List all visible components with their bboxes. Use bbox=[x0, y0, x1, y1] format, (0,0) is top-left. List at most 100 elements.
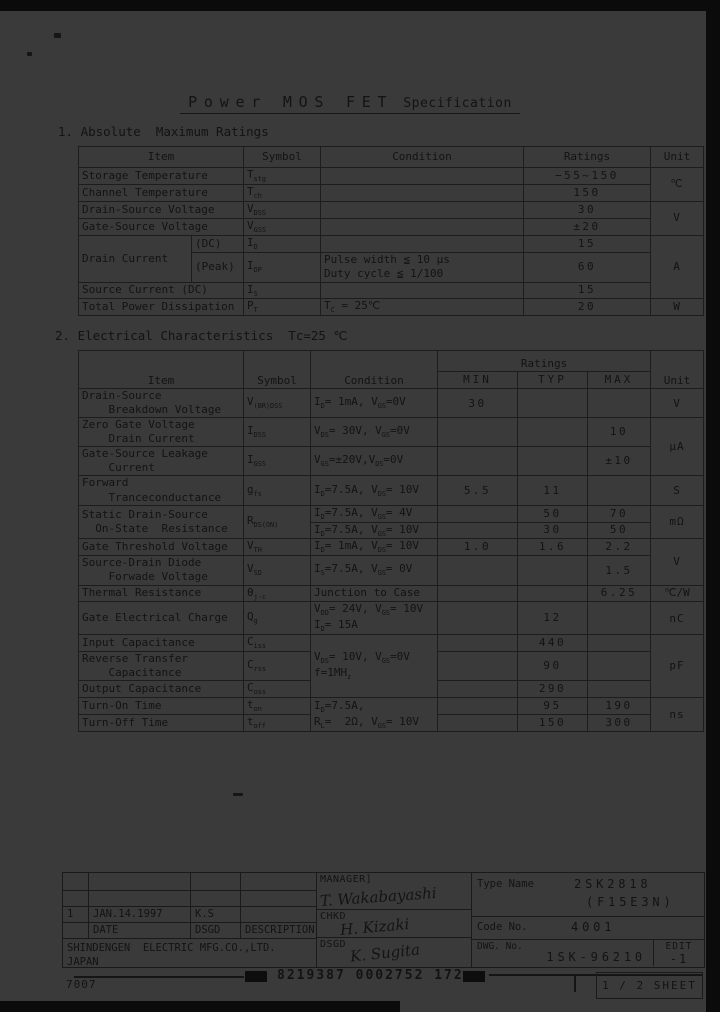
max-cell: 1.5 bbox=[586, 555, 652, 586]
col-header-condition: Condition bbox=[310, 350, 438, 389]
tick-mark bbox=[574, 975, 576, 992]
item-cell: Drain-Source Voltage bbox=[78, 200, 244, 219]
symbol-cell: IDP bbox=[243, 251, 321, 283]
item-cell: Zero Gate Voltage Drain Current bbox=[78, 417, 244, 448]
description-cell bbox=[241, 873, 316, 890]
max-cell bbox=[586, 634, 652, 653]
col-header-max: MAX bbox=[586, 371, 652, 389]
symbol-cell: Crss bbox=[243, 651, 311, 682]
typ-cell: 50 bbox=[517, 504, 588, 523]
date-col-header: DATE bbox=[89, 923, 191, 938]
rev-description bbox=[241, 907, 316, 922]
type-name-value-2: (F15E3N) bbox=[586, 895, 675, 909]
symbol-cell: V(BR)DSS bbox=[243, 387, 311, 419]
condition-cell: VDS= 10V, VGS=0V f=1MHz bbox=[310, 634, 438, 699]
col-header-min: MIN bbox=[437, 371, 518, 389]
revision-row-empty bbox=[63, 873, 316, 891]
item-cell: Drain-Source Breakdown Voltage bbox=[78, 387, 244, 419]
typ-cell: 30 bbox=[517, 521, 588, 540]
item-subcell: (Peak) bbox=[191, 251, 244, 283]
max-cell bbox=[586, 651, 652, 682]
symbol-cell: IDSS bbox=[243, 417, 311, 448]
item-cell: Channel Temperature bbox=[78, 183, 244, 202]
rev-dsgd: K.S bbox=[191, 907, 241, 922]
unit-cell: μA bbox=[650, 417, 705, 477]
col-header-condition: Condition bbox=[320, 146, 524, 168]
typ-cell bbox=[517, 584, 588, 603]
symbol-cell: VGSS bbox=[243, 217, 321, 236]
company-line2: JAPAN bbox=[67, 956, 99, 969]
col-header-ratings: Ratings bbox=[523, 146, 651, 168]
dsgd-cell bbox=[191, 873, 241, 890]
table-row: Gate Electrical Charge Qg VDD= 24V, VGS=… bbox=[78, 601, 705, 636]
title-main: Power MOS FET bbox=[188, 93, 394, 111]
scan-speck bbox=[233, 793, 243, 796]
document-title: Power MOS FET Specification bbox=[0, 92, 700, 114]
max-cell bbox=[586, 387, 652, 419]
symbol-cell: Coss bbox=[243, 680, 311, 699]
table-row: Input Capacitance Ciss VDS= 10V, VGS=0V … bbox=[78, 634, 705, 699]
col-header-unit: Unit bbox=[650, 146, 704, 168]
condition-cell: TC = 25℃ bbox=[320, 298, 524, 317]
item-cell: Input Capacitance bbox=[78, 634, 244, 653]
sheet-number: 1 / 2 SHEET bbox=[602, 979, 697, 992]
item-cell: Static Drain-Source On-State Resistance bbox=[78, 504, 244, 540]
condition-cell: ID=7.5A, VDS= 10V bbox=[310, 475, 438, 506]
document-title-underline: Power MOS FET Specification bbox=[180, 92, 520, 114]
revision-table: 1 JAN.14.1997 K.S DATE DSGD DESCRIPTION … bbox=[63, 873, 317, 969]
typ-cell: 11 bbox=[517, 475, 588, 506]
table-row: (Peak) IDP Pulse width ≦ 10 μs Duty cycl… bbox=[79, 251, 704, 283]
scan-edge-right bbox=[706, 0, 720, 1012]
rating-cell: 15 bbox=[523, 234, 651, 253]
edit-value: -1 bbox=[669, 952, 689, 966]
item-cell: Thermal Resistance bbox=[78, 584, 244, 603]
rev-col-header bbox=[63, 923, 89, 938]
table-row: Source Current (DC) IS 15 bbox=[78, 281, 704, 300]
dsgd-col-header: DSGD bbox=[191, 923, 241, 938]
max-cell: 70 bbox=[586, 504, 652, 523]
table-row: Turn-Off Time toff 150 300 bbox=[78, 714, 704, 732]
condition-cell: ID=7.5A, RL= 2Ω, VGS= 10V bbox=[310, 697, 438, 732]
table-row: Source-Drain Diode Forwade Voltage VSD I… bbox=[78, 555, 704, 586]
barcode-end-mark bbox=[463, 971, 485, 982]
rating-cell: 15 bbox=[523, 281, 651, 300]
sheet-number-box: 1 / 2 SHEET bbox=[596, 972, 703, 999]
max-cell bbox=[586, 601, 652, 636]
electrical-characteristics-table: Item Symbol Condition Ratings Unit MIN T… bbox=[78, 350, 705, 732]
rating-cell: 150 bbox=[523, 183, 651, 202]
typ-cell: 150 bbox=[517, 714, 588, 732]
typ-cell: 12 bbox=[517, 601, 588, 636]
type-name-label: Type Name bbox=[477, 878, 534, 890]
code-no-label: Code No. bbox=[477, 921, 528, 933]
dsgd-cell bbox=[191, 891, 241, 906]
typ-cell: 95 bbox=[517, 697, 588, 716]
min-cell bbox=[437, 601, 518, 636]
condition-cell: ID=7.5A, VGS= 10V bbox=[310, 521, 438, 540]
dsgd-approval-cell: DSGD K. Sugita bbox=[316, 938, 471, 966]
chkd-approval-cell: CHKD H. Kizaki bbox=[316, 910, 471, 939]
symbol-cell: Tch bbox=[243, 183, 321, 202]
barcode-number: 8219387 0002752 172 bbox=[277, 968, 464, 983]
stamp-number: 7007 bbox=[66, 978, 97, 991]
table-row: Total Power Dissipation PT TC = 25℃ 20 W bbox=[78, 298, 704, 317]
symbol-cell: Tstg bbox=[243, 167, 321, 185]
item-cell: Gate-Source Voltage bbox=[78, 217, 244, 236]
code-no-row: Code No. 4001 bbox=[471, 917, 704, 940]
symbol-cell: Qg bbox=[243, 601, 311, 636]
condition-cell: VDS= 30V, VGS=0V bbox=[310, 417, 438, 448]
symbol-cell: VTH bbox=[243, 538, 311, 557]
typ-cell bbox=[517, 446, 588, 477]
condition-cell: ID= 1mA, VDS= 10V bbox=[310, 538, 438, 557]
max-cell bbox=[586, 475, 652, 506]
max-cell: 10 bbox=[586, 417, 652, 448]
min-cell bbox=[437, 680, 518, 699]
rating-cell: ±20 bbox=[523, 217, 651, 236]
item-cell: Forward Tranceconductance bbox=[78, 475, 244, 506]
col-header-item: Item bbox=[78, 146, 244, 168]
unit-cell: A bbox=[650, 234, 704, 300]
item-cell: Storage Temperature bbox=[78, 167, 244, 185]
manager-approval-cell: MANAGER] T. Wakabayashi bbox=[316, 873, 471, 910]
manager-signature: T. Wakabayashi bbox=[319, 883, 438, 911]
typ-cell: 290 bbox=[517, 680, 588, 699]
min-cell bbox=[437, 634, 518, 653]
